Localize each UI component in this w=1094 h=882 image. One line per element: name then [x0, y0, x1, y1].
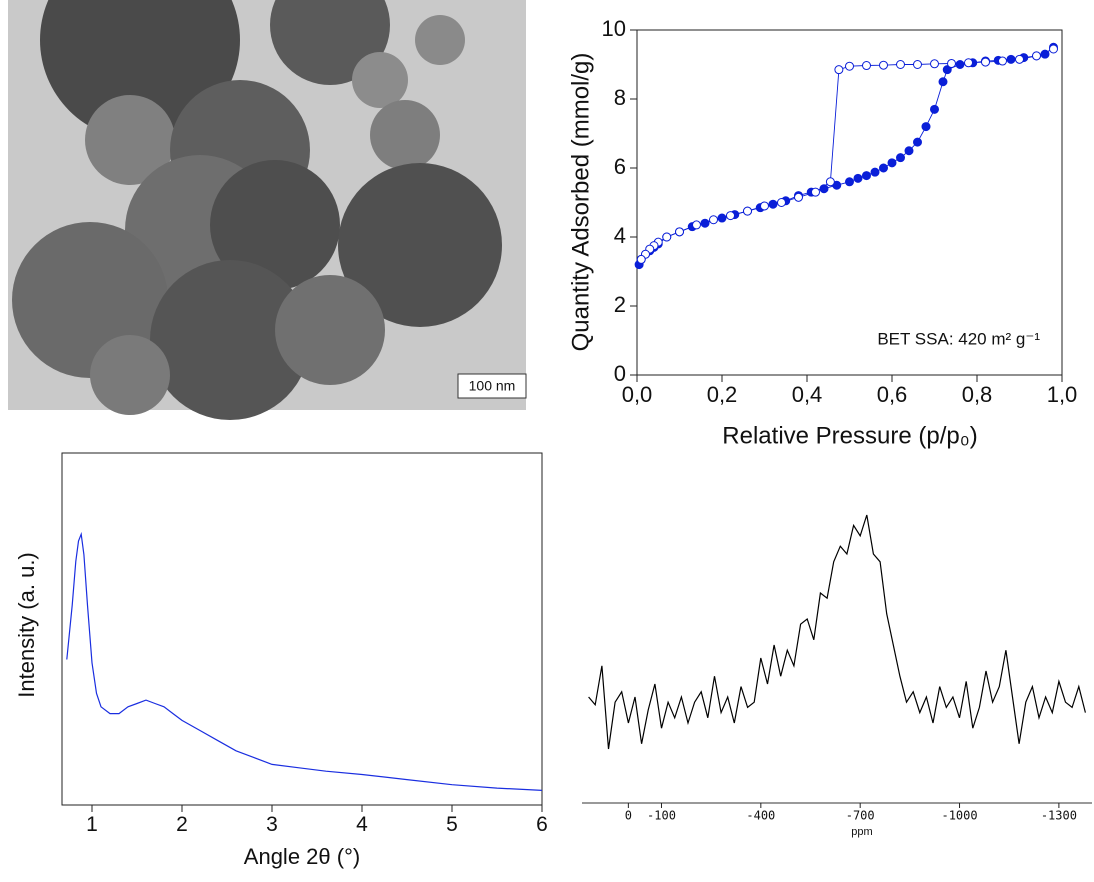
data-point: [845, 61, 854, 71]
x-axis-label: Angle 2θ (°): [244, 844, 360, 869]
data-point: [709, 215, 718, 225]
y-tick-label: 4: [614, 223, 626, 248]
data-point: [870, 167, 880, 177]
x-tick-label: 0,0: [622, 382, 653, 407]
particle: [338, 163, 502, 327]
data-point: [662, 232, 672, 242]
data-point: [887, 158, 897, 168]
data-point: [879, 163, 888, 173]
data-point: [947, 58, 956, 68]
data-point: [938, 77, 948, 87]
data-point: [777, 198, 786, 207]
y-axis-label: Quantity Adsorbed (mmol/g): [567, 53, 594, 352]
x-axis-label: ppm: [851, 826, 872, 838]
x-tick-label: 0,8: [962, 382, 993, 407]
data-point: [930, 104, 939, 114]
data-point: [896, 60, 905, 69]
data-point: [675, 227, 684, 237]
data-point: [955, 60, 965, 69]
plot-frame: [636, 29, 1063, 376]
data-point: [904, 146, 914, 156]
data-line: [640, 48, 1054, 260]
x-tick-label: -400: [746, 808, 775, 822]
plot-frame: [61, 452, 543, 806]
particle: [90, 335, 170, 415]
scale-bar-label: 100 nm: [469, 378, 516, 394]
data-point: [862, 171, 871, 181]
tem-image: 100 nm: [8, 0, 527, 420]
data-point: [1032, 51, 1041, 61]
particle: [370, 100, 440, 170]
y-tick-label: 8: [614, 85, 626, 110]
data-line: [588, 514, 1086, 750]
data-point: [879, 60, 888, 70]
y-tick-label: 2: [614, 292, 626, 317]
data-point: [930, 59, 939, 69]
x-tick-label: 0,4: [792, 382, 823, 407]
annotation: BET SSA: 420 m² g⁻¹: [877, 329, 1040, 348]
data-point: [1049, 44, 1058, 54]
y-tick-label: 0: [614, 361, 626, 386]
data-point: [1006, 54, 1016, 64]
x-tick-label: 3: [266, 813, 278, 836]
data-point: [862, 61, 871, 71]
particle: [150, 260, 310, 420]
data-point: [845, 177, 854, 187]
x-tick-label: 6: [536, 813, 548, 836]
x-tick-label: -700: [846, 808, 875, 822]
y-axis-label: Intensity (a. u.): [14, 552, 39, 698]
x-tick-label: 0,6: [877, 382, 908, 407]
data-point: [981, 57, 990, 67]
particle: [275, 275, 385, 385]
x-tick-label: 0,2: [707, 382, 738, 407]
x-tick-label: -100: [647, 808, 676, 822]
y-tick-label: 10: [602, 16, 626, 41]
data-point: [811, 187, 820, 197]
x-axis-label: Relative Pressure (p/p₀): [722, 422, 977, 449]
particle: [352, 52, 408, 108]
data-point: [921, 122, 931, 132]
data-line: [638, 46, 1054, 265]
data-line: [66, 531, 543, 791]
data-point: [998, 56, 1007, 66]
data-point: [794, 192, 803, 202]
data-point: [896, 153, 905, 163]
particle: [210, 160, 340, 290]
x-tick-label: 1: [86, 813, 98, 836]
data-point: [942, 65, 952, 75]
x-tick-label: 0: [625, 808, 632, 822]
x-tick-label: -1000: [941, 808, 977, 822]
data-point: [692, 220, 701, 230]
data-point: [760, 201, 769, 211]
particle: [415, 15, 465, 65]
data-point: [825, 177, 835, 187]
data-point: [743, 206, 752, 216]
scale-bar-box: [457, 373, 527, 399]
x-tick-label: 4: [356, 813, 368, 836]
data-point: [1015, 54, 1024, 64]
x-tick-label: 2: [176, 813, 188, 836]
x-tick-label: -1300: [1041, 808, 1077, 822]
x-tick-label: 5: [446, 813, 458, 836]
x-tick-label: 1,0: [1047, 382, 1078, 407]
y-tick-label: 6: [614, 154, 626, 179]
particle: [85, 95, 175, 185]
data-point: [964, 58, 973, 68]
data-point: [913, 60, 922, 69]
data-point: [636, 254, 646, 264]
data-point: [913, 137, 922, 147]
data-point: [726, 211, 735, 221]
data-point: [834, 65, 844, 75]
data-point: [853, 173, 863, 183]
